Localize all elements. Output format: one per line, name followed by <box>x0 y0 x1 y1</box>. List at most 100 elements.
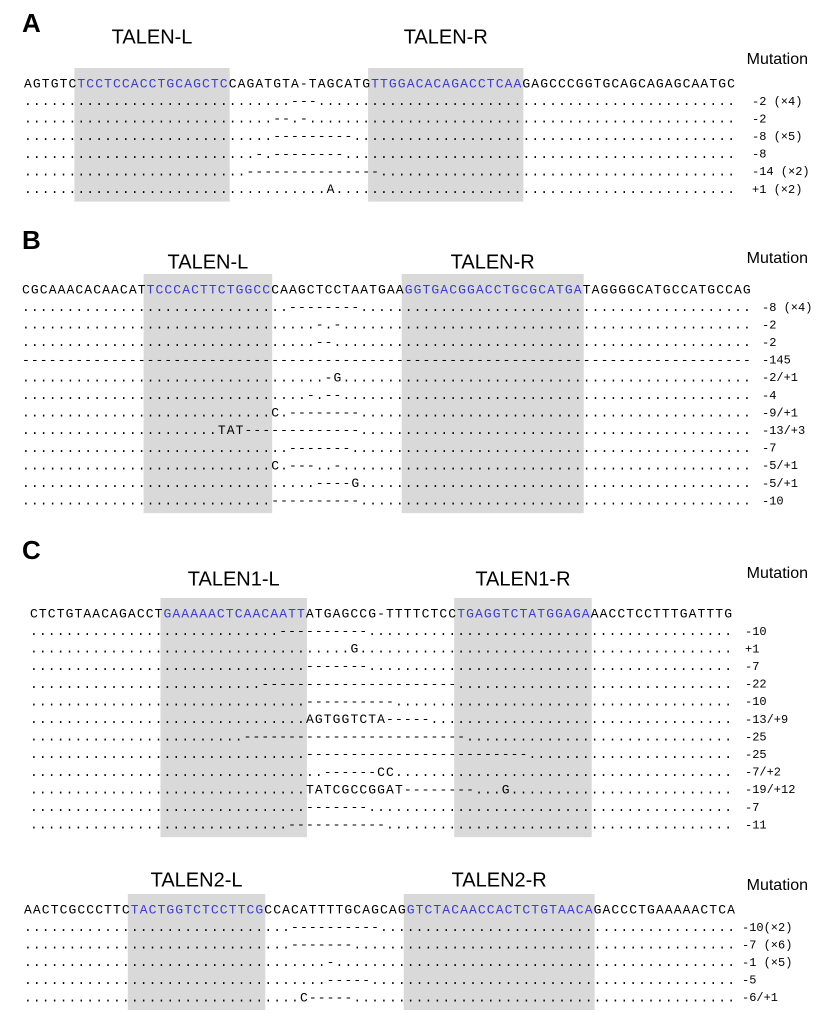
mutant-sequence: ...............................---------… <box>30 694 733 709</box>
mutant-sequence: ...............................-------..… <box>30 659 733 674</box>
talen-site-box <box>368 68 524 202</box>
mutation-size: -10 <box>745 625 767 639</box>
talen-binding-site: TTGGACACAGACCTCAA <box>371 76 522 91</box>
panel-label: A <box>22 8 41 38</box>
panel: TALEN-L TALEN-R A Mutation AGTGTC TCCTCCACCTG… <box>22 8 810 197</box>
mutant-sequence: ..................................-.....… <box>24 955 736 970</box>
talen-site-box <box>74 68 230 202</box>
talen-label: TALEN-L <box>112 26 193 48</box>
talen-label: TALEN2-R <box>452 869 547 891</box>
mutant-sequence: .................................----G..… <box>22 476 752 491</box>
talen-binding-site: TGAGGTCTATGGAGA <box>457 606 591 621</box>
panel: TALEN1-L TALEN1-R C Mutation CTCTGTAACAGACCT… <box>22 535 808 833</box>
mutation-size: -7 <box>745 660 759 674</box>
talen-binding-site: GAAAAACTCAACAATT <box>164 606 306 621</box>
mutant-sequence: ..........................-.--------....… <box>24 147 736 162</box>
mutation-size: -5/+1 <box>762 477 798 491</box>
mutant-sequence: ----------------------------------------… <box>22 353 752 368</box>
talen-binding-site: TCCTCCACCTGCAGCTC <box>77 76 228 91</box>
talen-site-box <box>143 274 273 514</box>
reference-sequence: ATGAGCCG-TTTTCTCC <box>306 606 457 621</box>
mutant-sequence: ......................TAT-------------..… <box>22 423 752 438</box>
mutation-size: -22 <box>745 678 767 692</box>
mutant-sequence: ...............................-------..… <box>30 800 733 815</box>
talen-site-box <box>127 894 266 1010</box>
talen-label: TALEN-R <box>451 251 535 273</box>
mutation-size: -2/+1 <box>762 371 798 385</box>
mutant-sequence: .................................-.-....… <box>22 318 752 333</box>
talen-label: TALEN2-L <box>151 869 243 891</box>
reference-sequence: CTCTGTAACAGACCT <box>30 606 164 621</box>
mutant-sequence: ..........................--------------… <box>30 677 733 692</box>
mutation-size: -5 <box>742 974 756 988</box>
mutation-size: +1 <box>745 642 759 656</box>
mutant-sequence: ........................----------------… <box>30 730 733 745</box>
mutant-sequence: .........................---------------… <box>24 164 736 179</box>
panel: TALEN2-L TALEN2-R Mutation AACTCGCCCTTC TACT… <box>24 869 808 1005</box>
reference-sequence: CGCAAACACAACAT <box>22 282 147 297</box>
mutation-header: Mutation <box>747 51 808 68</box>
reference-sequence: CAGATGTA-TAGCATG <box>229 76 371 91</box>
mutation-size: -9/+1 <box>762 406 798 420</box>
mutant-sequence: .............................-----------… <box>30 818 733 833</box>
site-boxes <box>74 68 595 1010</box>
talen-site-box <box>160 598 307 838</box>
mutation-size: -10 <box>762 494 784 508</box>
mutation-size: -8 <box>752 148 766 162</box>
mutation-header: Mutation <box>747 250 808 267</box>
mutant-sequence: ..............................---.......… <box>24 94 736 109</box>
mutant-sequence: ...............................---------… <box>30 747 733 762</box>
mutation-size: -1 (×5) <box>742 956 792 970</box>
mutation-size: -7 <box>745 801 759 815</box>
mutation-size: -25 <box>745 730 767 744</box>
reference-sequence: CCACATTTTGCAGCAG <box>264 902 406 917</box>
mutation-size: -4 <box>762 389 776 403</box>
mutant-sequence: ....................................G...… <box>30 642 733 657</box>
talen-label: TALEN1-R <box>475 568 570 590</box>
reference-sequence: AACCTCCTTTGATTTG <box>591 606 733 621</box>
mutant-sequence: .................................------C… <box>30 765 733 780</box>
mutation-size: -6/+1 <box>742 991 778 1005</box>
talen-binding-site: GTCTACAACCACTCTGTAACA <box>407 902 594 917</box>
mutant-sequence: ............................C.---..-....… <box>22 458 752 473</box>
mutation-size: -8 (×5) <box>752 130 802 144</box>
mutation-size: -2 <box>752 112 766 126</box>
reference-sequence: AGTGTC <box>24 76 77 91</box>
mutation-size: -14 (×2) <box>752 165 810 179</box>
talen-binding-site: GGTGACGGACCTGCGCATGA <box>405 282 583 297</box>
mutation-size: -8 (×4) <box>762 301 812 315</box>
mutant-sequence: ...............................AGTGGTCTA… <box>30 712 733 727</box>
mutant-sequence: ..............................-------...… <box>24 938 736 953</box>
talen-binding-site: TACTGGTCTCCTTCG <box>131 902 265 917</box>
mutation-size: -145 <box>762 354 791 368</box>
talen-site-box <box>403 894 595 1010</box>
mutation-size: -10(×2) <box>742 921 792 935</box>
mutation-size: +1 (×2) <box>752 183 802 197</box>
mutation-size: -7 (×6) <box>742 938 792 952</box>
mutant-sequence: ................................-.--....… <box>22 388 752 403</box>
mutant-sequence: ..................................A.....… <box>24 182 736 197</box>
mutation-header: Mutation <box>747 877 808 894</box>
mutation-size: -5/+1 <box>762 459 798 473</box>
talen-site-box <box>401 274 584 514</box>
mutation-size: -2 <box>762 318 776 332</box>
mutation-size: -7 <box>762 442 776 456</box>
mutant-sequence: ..................................-G....… <box>22 370 752 385</box>
mutant-sequence: .................................--.....… <box>22 335 752 350</box>
mutant-sequence: ..............................--------..… <box>22 300 752 315</box>
reference-sequence: GACCCTGAAAAACTCA <box>594 902 736 917</box>
mutant-sequence: ............................----------..… <box>22 494 752 509</box>
mutation-size: -2 (×4) <box>752 95 802 109</box>
talen-label: TALEN-R <box>404 26 488 48</box>
reference-sequence: TAGGGGCATGCCATGCCAG <box>583 282 752 297</box>
mutant-sequence: ..................................-----.… <box>24 973 736 988</box>
reference-sequence: AACTCGCCCTTC <box>24 902 131 917</box>
panel-label: C <box>22 535 41 565</box>
mutant-sequence: ............................----------..… <box>30 624 733 639</box>
panel-label: B <box>22 225 41 255</box>
talen-site-box <box>454 598 592 838</box>
mutation-size: -19/+12 <box>745 783 795 797</box>
talen-binding-site: TCCCACTTCTGGCC <box>147 282 272 297</box>
talen-label: TALEN-L <box>168 251 249 273</box>
